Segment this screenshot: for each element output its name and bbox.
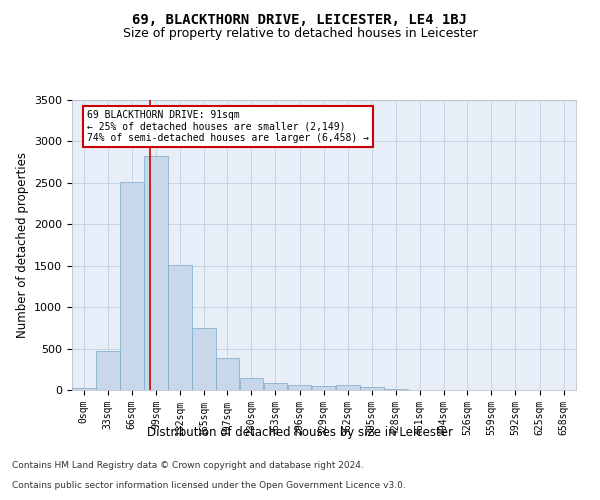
Bar [263,384,287,390]
Bar [384,389,407,390]
Text: 69 BLACKTHORN DRIVE: 91sqm
← 25% of detached houses are smaller (2,149)
74% of s: 69 BLACKTHORN DRIVE: 91sqm ← 25% of deta… [88,110,370,143]
Bar [239,378,263,390]
Bar [336,386,359,390]
Text: 69, BLACKTHORN DRIVE, LEICESTER, LE4 1BJ: 69, BLACKTHORN DRIVE, LEICESTER, LE4 1BJ [133,12,467,26]
Text: Distribution of detached houses by size in Leicester: Distribution of detached houses by size … [147,426,453,439]
Bar [192,328,216,390]
Y-axis label: Number of detached properties: Number of detached properties [16,152,29,338]
Bar [168,265,192,390]
Bar [215,358,239,390]
Bar [96,351,119,390]
Bar [312,386,335,390]
Bar [360,386,383,390]
Bar [72,388,95,390]
Bar [144,156,168,390]
Text: Size of property relative to detached houses in Leicester: Size of property relative to detached ho… [122,28,478,40]
Text: Contains public sector information licensed under the Open Government Licence v3: Contains public sector information licen… [12,481,406,490]
Bar [120,182,143,390]
Bar [288,386,311,390]
Text: Contains HM Land Registry data © Crown copyright and database right 2024.: Contains HM Land Registry data © Crown c… [12,461,364,470]
